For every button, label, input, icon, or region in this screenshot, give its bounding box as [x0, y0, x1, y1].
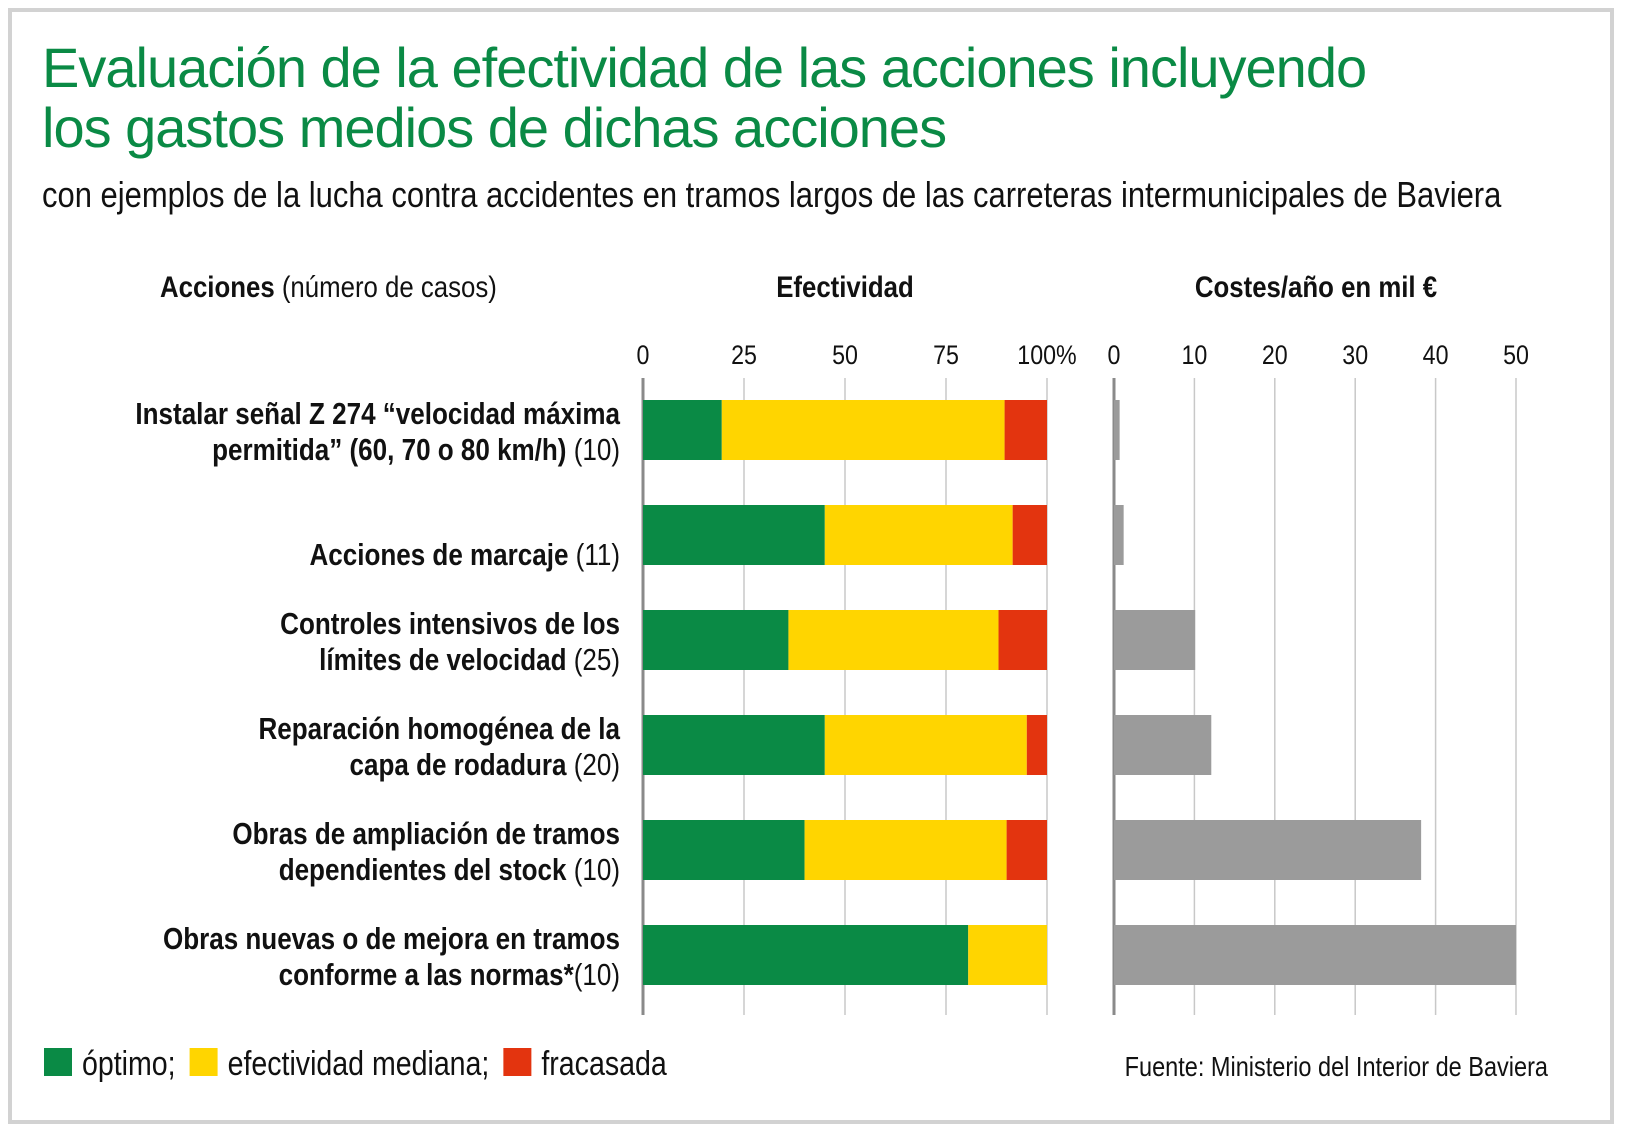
row-label-part: conforme a las normas* — [279, 958, 575, 993]
efectividad-bar-mediana — [968, 925, 1047, 985]
row-label-part: dependientes del stock — [279, 853, 567, 888]
chart-title: Evaluación de la efectividad de las acci… — [42, 36, 1367, 159]
efectividad-tick-label: 25 — [731, 340, 757, 370]
row-label-line-2: conforme a las normas*(10) — [279, 958, 620, 993]
costes-bar — [1114, 925, 1516, 985]
row-label-part: (25) — [566, 643, 620, 678]
efectividad-bar-optimo — [643, 400, 722, 460]
legend-swatch-fracasada — [503, 1048, 532, 1076]
legend-swatch-mediana — [189, 1048, 218, 1076]
title-line-1: Evaluación de la efectividad de las acci… — [42, 36, 1367, 99]
chart-frame — [8, 8, 1614, 1124]
row-label-part: Instalar señal Z 274 “velocidad máxima — [135, 397, 621, 432]
title-line-2: los gastos medios de dichas acciones — [42, 96, 947, 159]
acciones-header-rest: (número de casos) — [275, 270, 497, 303]
row-label-line-1: Controles intensivos de los — [280, 607, 620, 642]
costes-bar — [1114, 400, 1120, 460]
row-label-part: Acciones de marcaje — [309, 538, 568, 573]
costes-tick-label: 10 — [1181, 340, 1207, 370]
row-label-part: (20) — [566, 748, 620, 783]
efectividad-bar-fracasada — [998, 610, 1047, 670]
costes-tick-label: 20 — [1262, 340, 1288, 370]
row-label-line-2: permitida” (60, 70 o 80 km/h) (10) — [212, 433, 620, 468]
row-label-part: (11) — [568, 538, 620, 573]
efectividad-bar-fracasada — [1006, 820, 1047, 880]
row-label-part: Obras nuevas o de mejora en tramos — [163, 922, 620, 957]
efectividad-bar-optimo — [643, 505, 825, 565]
legend-label-optimo: óptimo; — [82, 1045, 176, 1083]
efectividad-bar-mediana — [788, 610, 999, 670]
row-label-part: Obras de ampliación de tramos — [232, 817, 620, 852]
costes-tick-label: 0 — [1108, 340, 1121, 370]
efectividad-tick-label: 100% — [1017, 340, 1076, 370]
row-label-part: capa de rodadura — [350, 748, 568, 783]
row-label-part: permitida” (60, 70 o 80 km/h) — [212, 433, 566, 468]
costes-tick-label: 40 — [1423, 340, 1449, 370]
legend-label-fracasada: fracasada — [541, 1045, 667, 1083]
legend-swatch-optimo — [44, 1048, 72, 1076]
efectividad-bar-mediana — [824, 715, 1027, 775]
costes-tick-label: 50 — [1503, 340, 1529, 370]
efectividad-bar-fracasada — [1004, 400, 1047, 460]
efectividad-bar-optimo — [643, 925, 969, 985]
acciones-header-bold: Acciones — [160, 270, 275, 303]
costes-bar — [1114, 715, 1212, 775]
costes-column-header: Costes/año en mil € — [1195, 270, 1438, 303]
source-note: Fuente: Ministerio del Interior de Bavie… — [1125, 1052, 1549, 1082]
row-label-part: Reparación homogénea de la — [258, 712, 621, 747]
row-label-part: (10) — [574, 958, 620, 993]
row-label-part: Controles intensivos de los — [280, 607, 620, 642]
row-label-line-2: capa de rodadura (20) — [350, 748, 620, 783]
costes-bar — [1114, 820, 1422, 880]
row-label-part: límites de velocidad — [319, 643, 566, 678]
row-label-part: (10) — [566, 433, 620, 468]
row-label-line-1: Obras nuevas o de mejora en tramos — [163, 922, 620, 957]
acciones-column-header: Acciones (número de casos) — [160, 270, 497, 303]
efectividad-bar-optimo — [643, 715, 825, 775]
efectividad-tick-label: 75 — [933, 340, 959, 370]
efectividad-bar-mediana — [804, 820, 1007, 880]
row-label-part: (10) — [566, 853, 620, 888]
efectividad-bar-mediana — [824, 505, 1013, 565]
efectividad-tick-label: 50 — [832, 340, 858, 370]
chart-subtitle: con ejemplos de la lucha contra accident… — [42, 174, 1502, 215]
efectividad-bar-optimo — [643, 610, 789, 670]
row-label-line-1: Instalar señal Z 274 “velocidad máxima — [135, 397, 621, 432]
efectividad-bar-optimo — [643, 820, 805, 880]
costes-bar — [1114, 505, 1124, 565]
legend-label-mediana: efectividad mediana; — [228, 1045, 490, 1083]
row-label-line-1: Obras de ampliación de tramos — [232, 817, 620, 852]
efectividad-bar-fracasada — [1012, 505, 1047, 565]
row-label-line-2: límites de velocidad (25) — [319, 643, 620, 678]
row-label-line-1: Reparación homogénea de la — [258, 712, 621, 747]
costes-bar — [1114, 610, 1196, 670]
row-label-line-2: Acciones de marcaje (11) — [309, 538, 620, 573]
efectividad-bar-fracasada — [1026, 715, 1047, 775]
costes-tick-label: 30 — [1342, 340, 1368, 370]
row-label-line-2: dependientes del stock (10) — [279, 853, 620, 888]
efectividad-bar-mediana — [721, 400, 1005, 460]
efectividad-column-header: Efectividad — [776, 270, 914, 303]
efectividad-tick-label: 0 — [637, 340, 650, 370]
